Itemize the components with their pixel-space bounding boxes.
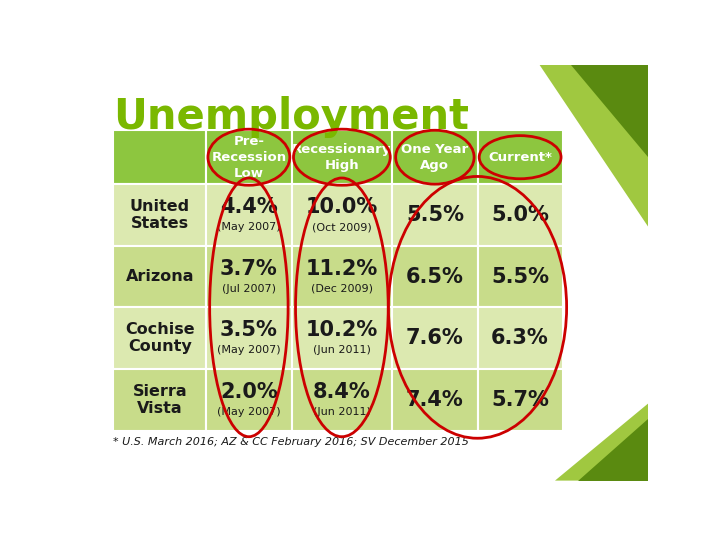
- Bar: [113, 184, 206, 246]
- Text: (Dec 2009): (Dec 2009): [311, 284, 373, 294]
- Bar: [392, 246, 477, 307]
- Bar: [477, 369, 563, 430]
- Text: 7.6%: 7.6%: [406, 328, 464, 348]
- Text: 3.5%: 3.5%: [220, 320, 278, 340]
- Bar: [477, 246, 563, 307]
- Bar: [292, 369, 392, 430]
- Text: 10.0%: 10.0%: [306, 197, 378, 217]
- Bar: [477, 307, 563, 369]
- Polygon shape: [524, 403, 648, 481]
- Text: Arizona: Arizona: [125, 269, 194, 284]
- Text: 4.4%: 4.4%: [220, 197, 278, 217]
- Bar: [477, 184, 563, 246]
- Text: Pre-
Recession
Low: Pre- Recession Low: [211, 134, 287, 180]
- Text: Sierra
Vista: Sierra Vista: [132, 383, 187, 416]
- Text: 5.5%: 5.5%: [406, 205, 464, 225]
- Text: * U.S. March 2016; AZ & CC February 2016; SV December 2015: * U.S. March 2016; AZ & CC February 2016…: [113, 437, 469, 447]
- Polygon shape: [578, 419, 648, 481]
- Text: 2.0%: 2.0%: [220, 382, 278, 402]
- Bar: [206, 130, 292, 184]
- Text: 10.2%: 10.2%: [306, 320, 378, 340]
- Bar: [206, 246, 292, 307]
- Text: (Jul 2007): (Jul 2007): [222, 284, 276, 294]
- Polygon shape: [493, 65, 648, 226]
- Bar: [292, 130, 392, 184]
- Text: Recessionary
High: Recessionary High: [292, 143, 392, 172]
- Bar: [292, 184, 392, 246]
- Bar: [392, 369, 477, 430]
- Text: 5.0%: 5.0%: [491, 205, 549, 225]
- Bar: [113, 369, 206, 430]
- Text: Cochise
County: Cochise County: [125, 322, 194, 354]
- Text: United
States: United States: [130, 199, 190, 231]
- Bar: [392, 184, 477, 246]
- Bar: [392, 307, 477, 369]
- Text: (Jun 2011): (Jun 2011): [313, 346, 371, 355]
- Text: 11.2%: 11.2%: [306, 259, 378, 279]
- Bar: [477, 130, 563, 184]
- Bar: [292, 307, 392, 369]
- Text: 3.7%: 3.7%: [220, 259, 278, 279]
- Text: (May 2007): (May 2007): [217, 407, 281, 417]
- Text: Current*: Current*: [488, 151, 552, 164]
- Text: 6.5%: 6.5%: [406, 267, 464, 287]
- Text: 8.4%: 8.4%: [313, 382, 371, 402]
- Bar: [113, 307, 206, 369]
- Text: One Year
Ago: One Year Ago: [401, 143, 469, 172]
- Polygon shape: [570, 65, 648, 157]
- Text: 5.5%: 5.5%: [491, 267, 549, 287]
- Text: (Oct 2009): (Oct 2009): [312, 222, 372, 232]
- Text: (May 2007): (May 2007): [217, 222, 281, 232]
- Text: 7.4%: 7.4%: [406, 390, 464, 410]
- Text: 5.7%: 5.7%: [491, 390, 549, 410]
- Bar: [292, 246, 392, 307]
- Bar: [392, 130, 477, 184]
- Text: (Jun 2011): (Jun 2011): [313, 407, 371, 417]
- Bar: [206, 369, 292, 430]
- Bar: [113, 130, 206, 184]
- Text: 6.3%: 6.3%: [491, 328, 549, 348]
- Bar: [206, 307, 292, 369]
- Bar: [113, 246, 206, 307]
- Text: (May 2007): (May 2007): [217, 346, 281, 355]
- Text: Unemployment: Unemployment: [113, 96, 469, 138]
- Bar: [206, 184, 292, 246]
